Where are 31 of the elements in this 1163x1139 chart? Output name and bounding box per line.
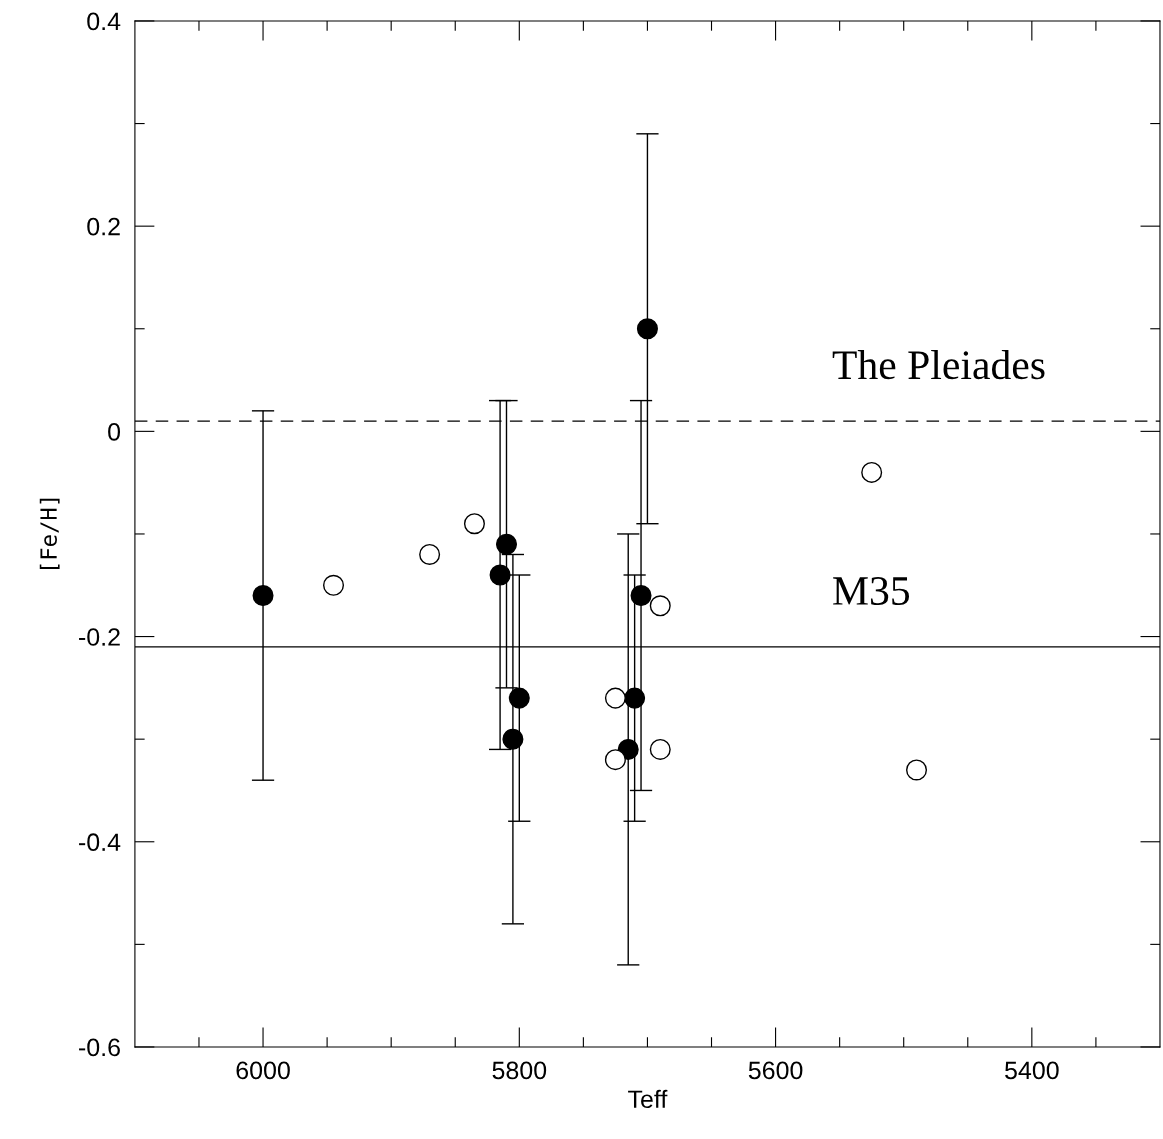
point: [604, 749, 626, 771]
point: [636, 318, 658, 340]
point: [489, 564, 511, 586]
ref-line-label: The Pleiades: [832, 349, 1045, 380]
point: [463, 513, 485, 535]
point: [508, 687, 530, 709]
y-tick-label: -0.2: [79, 628, 120, 646]
y-axis-title: [Fe/H]: [39, 498, 60, 570]
point: [502, 728, 524, 750]
ref-line-label: M35: [833, 577, 910, 606]
point: [649, 738, 671, 760]
y-tick-label: 0.2: [87, 217, 120, 236]
x-tick-label: 6000: [236, 1061, 290, 1080]
y-tick-label: -0.6: [79, 1038, 120, 1057]
point: [630, 585, 652, 607]
x-tick-label: 5400: [1005, 1061, 1059, 1080]
point: [861, 461, 883, 483]
x-tick-label: 5600: [748, 1061, 803, 1080]
point: [252, 585, 274, 607]
point: [906, 759, 928, 781]
point: [649, 595, 671, 617]
y-tick-label: 0: [108, 422, 121, 441]
x-axis-title: Teff: [628, 1089, 668, 1109]
point: [322, 574, 345, 596]
point: [604, 687, 626, 709]
point: [624, 687, 646, 709]
x-tick-label: 5800: [492, 1061, 547, 1080]
y-tick-label: -0.4: [79, 833, 121, 852]
point: [419, 543, 441, 565]
y-tick-label: 0.4: [87, 12, 121, 31]
point: [495, 533, 518, 555]
